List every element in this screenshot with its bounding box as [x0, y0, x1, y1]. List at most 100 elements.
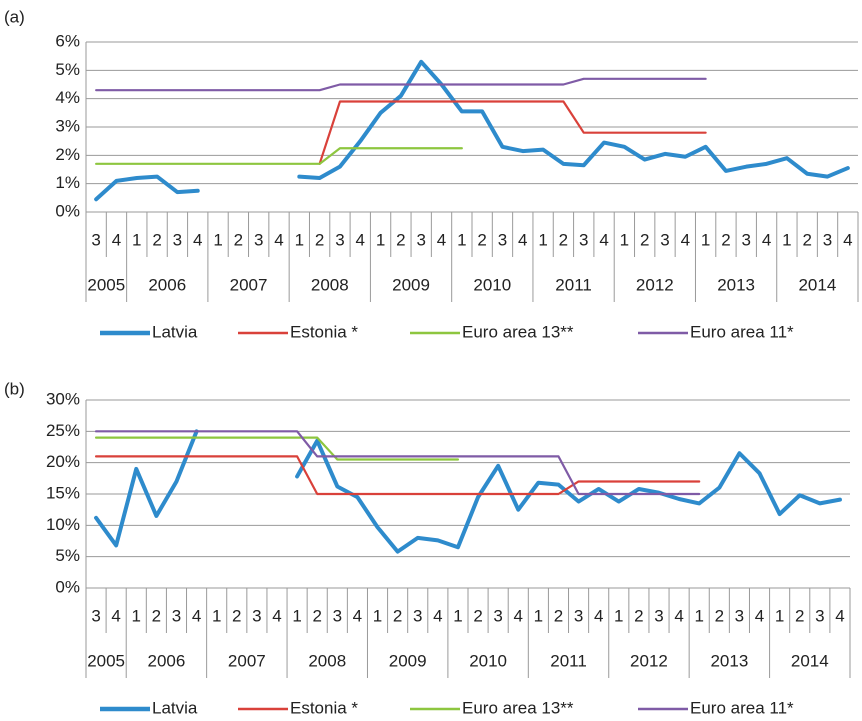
x-tick-label: 3	[173, 230, 182, 249]
x-tick-label: 3	[252, 606, 261, 625]
year-label: 2012	[630, 651, 668, 670]
x-tick-label: 1	[213, 230, 222, 249]
x-tick-label: 4	[681, 230, 690, 249]
y-tick-label: 5%	[55, 60, 80, 79]
x-tick-label: 2	[802, 230, 811, 249]
year-label: 2007	[230, 275, 268, 294]
x-tick-label: 2	[554, 606, 563, 625]
legend-label: Estonia *	[290, 322, 358, 341]
x-tick-label: 2	[232, 606, 241, 625]
x-tick-label: 4	[843, 230, 852, 249]
x-tick-label: 1	[620, 230, 629, 249]
x-tick-label: 1	[292, 606, 301, 625]
x-tick-label: 1	[453, 606, 462, 625]
year-label: 2010	[473, 275, 511, 294]
year-label: 2014	[791, 651, 829, 670]
year-label: 2008	[308, 651, 346, 670]
series-line	[295, 438, 842, 554]
panel-label: (a)	[4, 7, 25, 26]
legend-label: Euro area 11*	[690, 322, 794, 341]
x-tick-label: 4	[835, 606, 844, 625]
x-tick-label: 4	[518, 230, 527, 249]
x-tick-label: 2	[234, 230, 243, 249]
x-tick-label: 3	[91, 606, 100, 625]
y-tick-label: 15%	[46, 483, 80, 502]
x-tick-label: 4	[272, 606, 281, 625]
x-tick-label: 3	[172, 606, 181, 625]
series-line	[94, 436, 460, 461]
y-tick-label: 0%	[55, 577, 80, 596]
legend-label: Euro area 13**	[462, 322, 574, 341]
x-tick-label: 3	[416, 230, 425, 249]
x-tick-label: 1	[538, 230, 547, 249]
x-tick-label: 1	[694, 606, 703, 625]
year-label: 2006	[148, 275, 186, 294]
x-tick-label: 1	[614, 606, 623, 625]
year-label: 2012	[636, 275, 674, 294]
y-tick-label: 6%	[55, 31, 80, 50]
x-tick-label: 4	[762, 230, 771, 249]
series-line	[297, 59, 850, 180]
x-tick-label: 3	[574, 606, 583, 625]
x-tick-label: 2	[721, 230, 730, 249]
x-tick-label: 3	[91, 230, 100, 249]
x-tick-label: 4	[193, 230, 202, 249]
y-tick-label: 1%	[55, 173, 80, 192]
x-tick-label: 4	[433, 606, 442, 625]
x-tick-label: 2	[473, 606, 482, 625]
year-label: 2014	[798, 275, 836, 294]
x-tick-label: 2	[315, 230, 324, 249]
year-label: 2013	[717, 275, 755, 294]
y-tick-label: 4%	[55, 88, 80, 107]
y-tick-label: 0%	[55, 201, 80, 220]
x-tick-label: 1	[701, 230, 710, 249]
year-label: 2006	[148, 651, 186, 670]
x-tick-label: 1	[373, 606, 382, 625]
x-tick-label: 2	[559, 230, 568, 249]
x-tick-label: 4	[192, 606, 201, 625]
x-tick-label: 4	[755, 606, 764, 625]
legend-label: Latvia	[152, 698, 198, 717]
x-tick-label: 3	[493, 606, 502, 625]
year-label: 2009	[392, 275, 430, 294]
series-line	[94, 455, 701, 496]
x-tick-label: 1	[534, 606, 543, 625]
year-label: 2011	[555, 275, 592, 294]
x-tick-label: 2	[477, 230, 486, 249]
year-label: 2007	[228, 651, 266, 670]
x-tick-label: 3	[815, 606, 824, 625]
x-tick-label: 4	[674, 606, 683, 625]
x-tick-label: 4	[111, 606, 120, 625]
y-tick-label: 20%	[46, 452, 80, 471]
x-tick-label: 2	[640, 230, 649, 249]
year-label: 2010	[469, 651, 507, 670]
year-label: 2005	[87, 651, 125, 670]
y-tick-label: 10%	[46, 515, 80, 534]
series-line	[94, 429, 199, 548]
x-tick-label: 2	[795, 606, 804, 625]
x-tick-label: 3	[333, 606, 342, 625]
y-tick-label: 2%	[55, 145, 80, 164]
legend-label: Estonia *	[290, 698, 358, 717]
x-tick-label: 4	[112, 230, 121, 249]
x-tick-label: 3	[579, 230, 588, 249]
x-tick-label: 1	[132, 606, 141, 625]
series-line	[94, 430, 701, 496]
x-tick-label: 2	[152, 230, 161, 249]
x-tick-label: 4	[353, 606, 362, 625]
x-tick-label: 1	[132, 230, 141, 249]
legend-label: Latvia	[152, 322, 198, 341]
x-tick-label: 2	[634, 606, 643, 625]
series-line	[95, 77, 707, 92]
panel-label: (b)	[4, 379, 25, 398]
x-tick-label: 3	[660, 230, 669, 249]
year-label: 2009	[389, 651, 427, 670]
legend-label: Euro area 11*	[690, 698, 794, 717]
x-tick-label: 3	[335, 230, 344, 249]
series-line	[95, 147, 463, 165]
x-tick-label: 1	[212, 606, 221, 625]
x-tick-label: 3	[742, 230, 751, 249]
x-tick-label: 3	[413, 606, 422, 625]
legend-label: Euro area 13**	[462, 698, 574, 717]
